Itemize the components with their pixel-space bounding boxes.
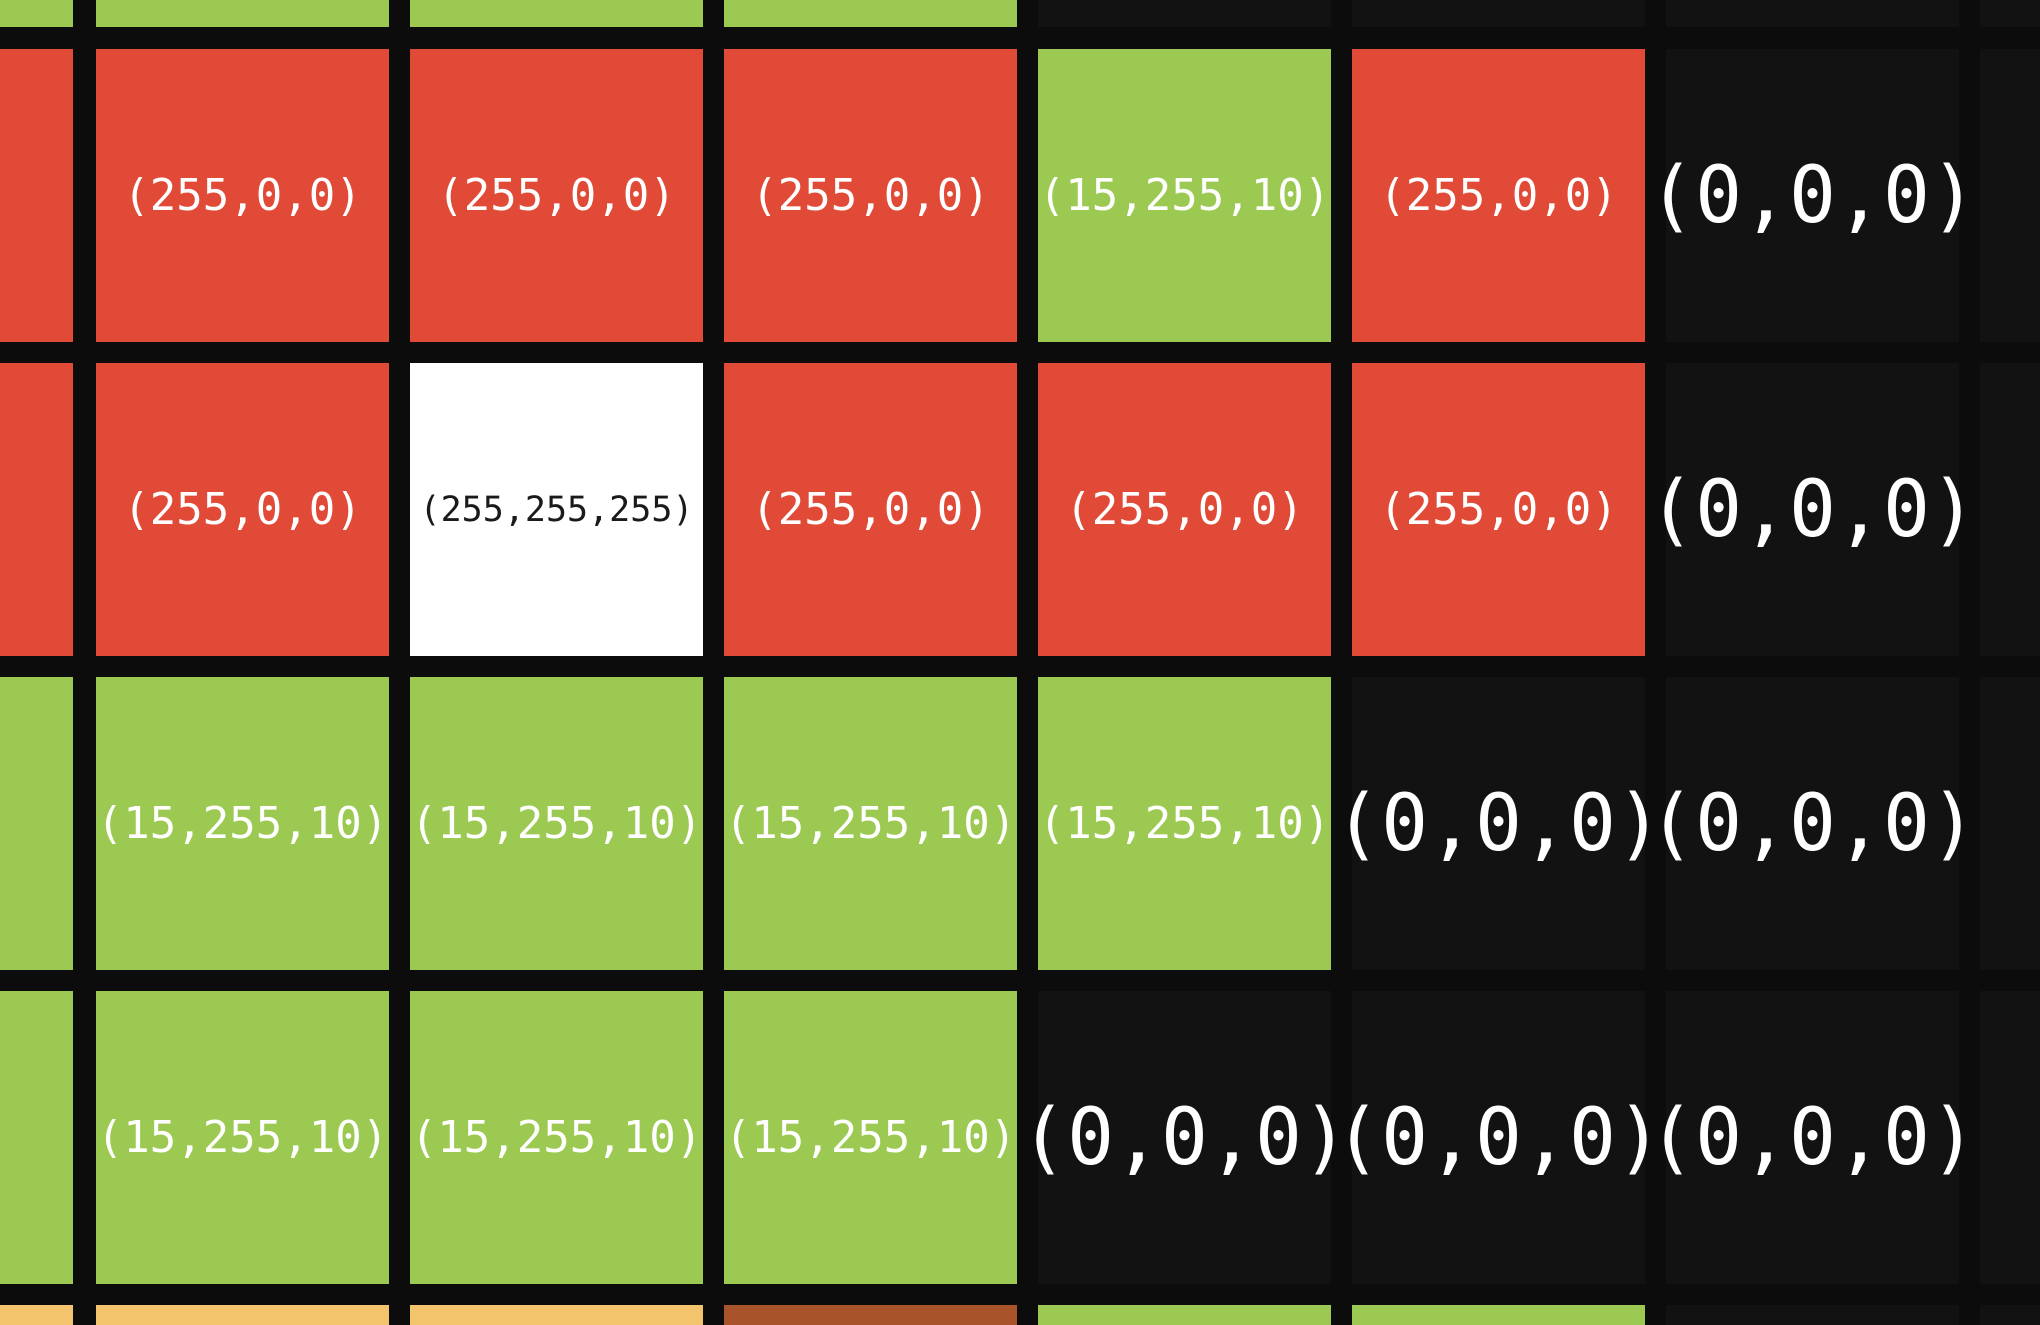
grid-cell-row-1-col-1: (255,0,0) [96,49,389,342]
cell-rgb-label: (255,0,0) [751,170,990,221]
grid-cell-bottom-partial-col-2 [410,1305,703,1325]
cell-rgb-label: (15,255,10) [96,798,389,849]
cell-rgb-label: (255,0,0) [123,484,362,535]
grid-cell-row-4-col-2: (15,255,10) [410,991,703,1284]
cell-rgb-label: (15,255,10) [724,1112,1017,1163]
grid-cell-row-4-col-4: (0,0,0) [1020,991,1349,1284]
grid-cell-bottom-partial-col-7 [1980,1305,2040,1325]
grid-cell-row-3-col-0 [0,677,73,970]
grid-cell-row-4-col-7 [1980,991,2040,1284]
grid-cell-bottom-partial-col-4 [1038,1305,1331,1325]
grid-cell-row-1-col-2: (255,0,0) [410,49,703,342]
grid-cell-bottom-partial-col-0 [0,1305,73,1325]
grid-cell-top-partial-col-5 [1352,0,1645,27]
grid-cell-row-2-col-0 [0,363,73,656]
grid-cell-row-2-col-7 [1980,363,2040,656]
cell-rgb-label: (255,0,0) [1065,484,1304,535]
cell-rgb-label: (255,0,0) [751,484,990,535]
grid-cell-row-1-col-3: (255,0,0) [724,49,1017,342]
cell-rgb-label: (0,0,0) [1334,1092,1663,1183]
grid-cell-bottom-partial-col-3 [724,1305,1017,1325]
cell-rgb-label: (15,255,10) [96,1112,389,1163]
grid-cell-bottom-partial-col-6 [1666,1305,1959,1325]
cell-rgb-label: (255,0,0) [1379,484,1618,535]
grid-cell-bottom-partial-col-1 [96,1305,389,1325]
grid-cell-row-3-col-1: (15,255,10) [96,677,389,970]
grid-cell-row-3-col-2: (15,255,10) [410,677,703,970]
grid-cell-row-1-col-4: (15,255,10) [1038,49,1331,342]
grid-cell-row-3-col-4: (15,255,10) [1038,677,1331,970]
cell-rgb-label: (0,0,0) [1334,778,1663,869]
grid-cell-top-partial-col-4 [1038,0,1331,27]
grid-cell-row-3-col-6: (0,0,0) [1648,677,1977,970]
grid-cell-row-3-col-3: (15,255,10) [724,677,1017,970]
grid-cell-row-4-col-5: (0,0,0) [1334,991,1663,1284]
cell-rgb-label: (0,0,0) [1648,464,1977,555]
cell-rgb-label: (0,0,0) [1648,1092,1977,1183]
cell-rgb-label: (255,0,0) [123,170,362,221]
grid-cell-bottom-partial-col-5 [1352,1305,1645,1325]
grid-cell-row-1-col-0 [0,49,73,342]
grid-cell-top-partial-col-6 [1666,0,1959,27]
cell-rgb-label: (255,255,255) [419,489,694,530]
grid-cell-row-2-col-2: (255,255,255) [410,363,703,656]
grid-cell-row-2-col-4: (255,0,0) [1038,363,1331,656]
grid-cell-row-2-col-6: (0,0,0) [1648,363,1977,656]
grid-cell-top-partial-col-0 [0,0,73,27]
cell-rgb-label: (255,0,0) [437,170,676,221]
cell-rgb-label: (15,255,10) [1038,170,1331,221]
cell-rgb-label: (15,255,10) [410,798,703,849]
grid-cell-row-4-col-1: (15,255,10) [96,991,389,1284]
grid-cell-row-1-col-7 [1980,49,2040,342]
grid-cell-top-partial-col-2 [410,0,703,27]
cell-rgb-label: (0,0,0) [1648,150,1977,241]
grid-cell-row-4-col-6: (0,0,0) [1648,991,1977,1284]
grid-cell-row-4-col-0 [0,991,73,1284]
cell-rgb-label: (0,0,0) [1648,778,1977,869]
grid-cell-row-2-col-5: (255,0,0) [1352,363,1645,656]
cell-rgb-label: (15,255,10) [1038,798,1331,849]
cell-rgb-label: (15,255,10) [410,1112,703,1163]
grid-cell-row-3-col-7 [1980,677,2040,970]
cell-rgb-label: (255,0,0) [1379,170,1618,221]
grid-cell-top-partial-col-7 [1980,0,2040,27]
grid-cell-row-2-col-1: (255,0,0) [96,363,389,656]
grid-cell-top-partial-col-1 [96,0,389,27]
grid-cell-row-3-col-5: (0,0,0) [1334,677,1663,970]
grid-cell-row-1-col-5: (255,0,0) [1352,49,1645,342]
cell-rgb-label: (15,255,10) [724,798,1017,849]
cell-rgb-label: (0,0,0) [1020,1092,1349,1183]
grid-cell-row-2-col-3: (255,0,0) [724,363,1017,656]
grid-cell-top-partial-col-3 [724,0,1017,27]
grid-cell-row-4-col-3: (15,255,10) [724,991,1017,1284]
grid-cell-row-1-col-6: (0,0,0) [1648,49,1977,342]
